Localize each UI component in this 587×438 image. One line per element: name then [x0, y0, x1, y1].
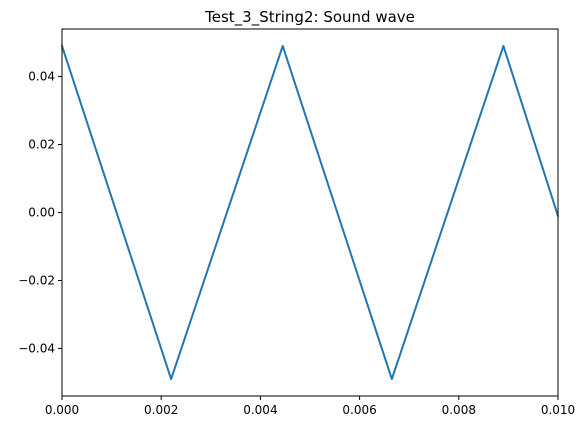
x-tick-label: 0.002	[144, 403, 178, 417]
y-tick-label: −0.02	[18, 273, 55, 287]
x-tick-label: 0.004	[243, 403, 277, 417]
y-tick-label: −0.04	[18, 341, 55, 355]
x-tick-label: 0.006	[342, 403, 376, 417]
series-line-0	[61, 44, 559, 381]
y-tick-label: 0.00	[28, 206, 55, 220]
x-tick-label: 0.008	[442, 403, 476, 417]
plot-area	[62, 29, 558, 396]
y-tick-label: 0.04	[28, 70, 55, 84]
x-tick-label: 0.000	[45, 403, 79, 417]
y-tick-label: 0.02	[28, 138, 55, 152]
chart-title: Test_3_String2: Sound wave	[204, 8, 415, 27]
x-tick-label: 0.010	[541, 403, 575, 417]
